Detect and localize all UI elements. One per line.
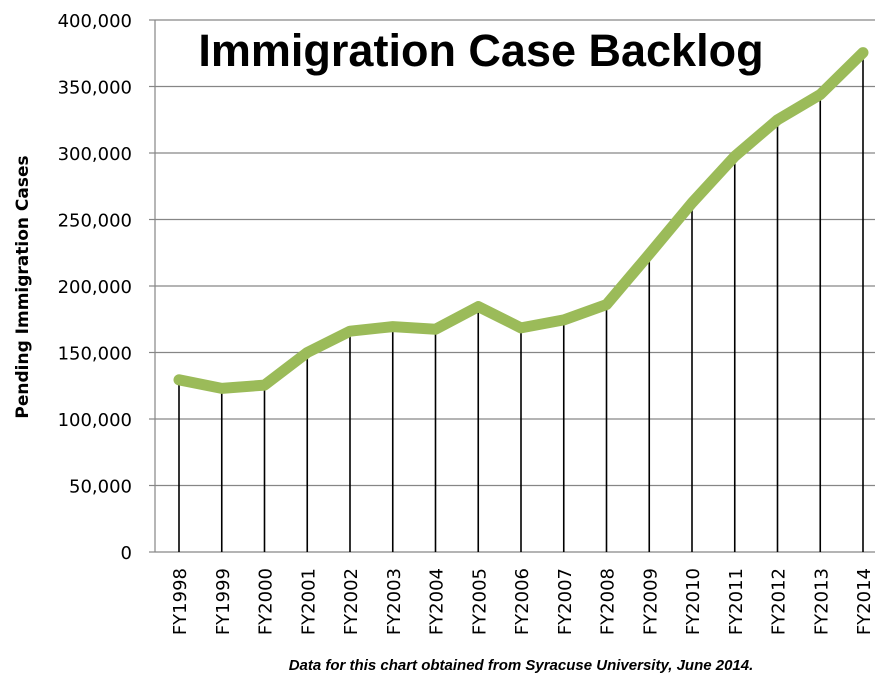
source-note: Data for this chart obtained from Syracu… xyxy=(289,657,754,674)
x-tick-label-FY2000: FY2000 xyxy=(256,568,277,635)
x-tick-label-FY2009: FY2009 xyxy=(640,568,661,635)
y-tick-label-4: 200,000 xyxy=(58,277,132,298)
x-tick-label-FY2002: FY2002 xyxy=(341,568,362,635)
y-tick-label-3: 150,000 xyxy=(58,344,132,365)
data-point-FY2001 xyxy=(306,352,308,353)
x-tick-label-FY2003: FY2003 xyxy=(384,568,405,635)
data-point-FY2006 xyxy=(520,327,522,329)
chart-title: Immigration Case Backlog xyxy=(198,25,763,76)
drop-lines xyxy=(178,52,864,552)
data-point-FY2003 xyxy=(392,326,394,328)
y-tick-label-5: 250,000 xyxy=(58,211,132,232)
data-point-FY2008 xyxy=(606,304,607,306)
x-tick-label-FY1998: FY1998 xyxy=(170,568,191,635)
y-tick-label-7: 350,000 xyxy=(58,78,132,99)
data-point-FY2004 xyxy=(435,328,436,330)
y-tick-label-2: 100,000 xyxy=(58,410,132,431)
x-tick-label-FY2008: FY2008 xyxy=(598,568,619,635)
y-tick-label-6: 300,000 xyxy=(58,144,132,165)
y-tick-label-8: 400,000 xyxy=(58,11,132,32)
data-point-FY1999 xyxy=(221,387,223,389)
gridlines xyxy=(155,19,875,487)
y-tick-label-0: 0 xyxy=(121,543,132,564)
data-point-FY2000 xyxy=(264,384,265,386)
data-point-FY2009 xyxy=(648,253,650,255)
data-point-FY2012 xyxy=(777,119,778,121)
x-tick-label-FY2006: FY2006 xyxy=(512,568,533,635)
data-point-FY2013 xyxy=(819,93,821,95)
data-point-FY2005 xyxy=(477,306,479,308)
x-tick-label-FY2014: FY2014 xyxy=(854,568,875,635)
data-point-FY2010 xyxy=(691,202,693,204)
data-point-FY2002 xyxy=(349,330,351,332)
x-tick-label-FY2004: FY2004 xyxy=(427,568,448,635)
y-tick-labels: 0 50,000 100,000 150,000 200,000 250,000 300,0… xyxy=(58,11,132,564)
x-tick-label-FY2001: FY2001 xyxy=(298,568,319,635)
axes xyxy=(149,19,875,553)
data-point-FY1998 xyxy=(178,379,180,381)
y-tick-label-1: 50,000 xyxy=(69,477,132,498)
x-tick-label-FY1999: FY1999 xyxy=(213,568,234,635)
data-point-FY2007 xyxy=(563,319,565,321)
series-layer xyxy=(173,47,869,394)
data-point-FY2014 xyxy=(862,52,864,54)
x-tick-label-FY2012: FY2012 xyxy=(769,568,790,635)
x-tick-label-FY2013: FY2013 xyxy=(811,568,832,635)
x-tick-label-FY2011: FY2011 xyxy=(726,568,747,635)
y-axis-title: Pending Immigration Cases xyxy=(13,155,33,418)
x-tick-label-FY2005: FY2005 xyxy=(469,568,490,635)
data-point-FY2011 xyxy=(734,155,736,157)
x-tick-label-FY2010: FY2010 xyxy=(683,568,704,635)
x-tick-label-FY2007: FY2007 xyxy=(555,568,576,635)
x-tick-labels: FY1998 FY1999 FY2000 FY2001 FY2002 FY2003 FY20… xyxy=(170,568,875,635)
